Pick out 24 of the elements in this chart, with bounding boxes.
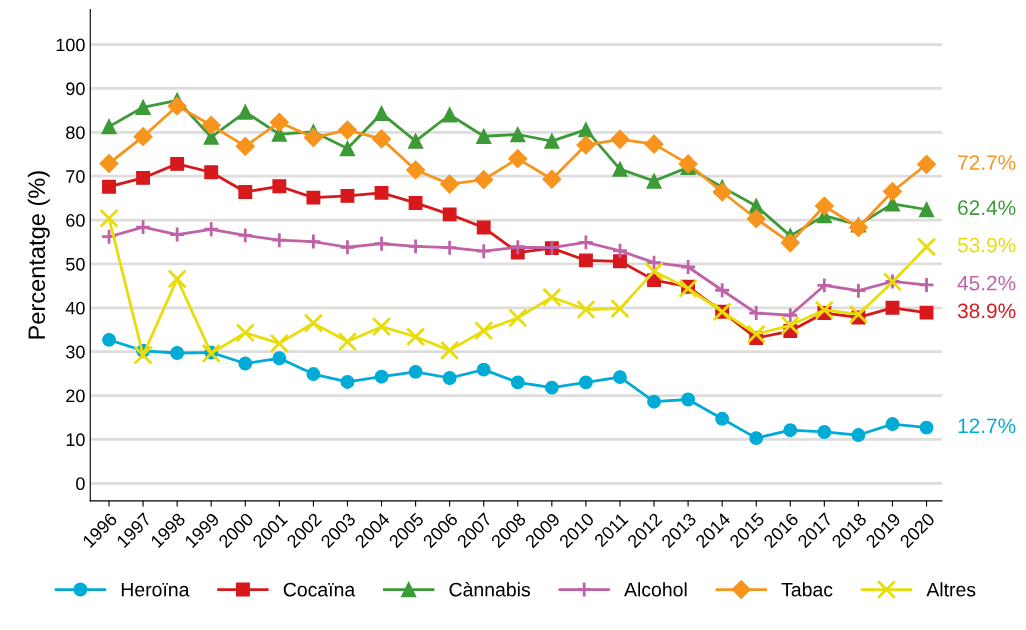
annotation: 72.7% [958, 155, 1016, 170]
y-tick-label: 90 [66, 82, 85, 96]
legend-label: Altres [926, 582, 976, 597]
legend-label: Cocaïna [283, 582, 356, 597]
y-tick-label: 80 [66, 126, 85, 140]
y-axis-title: Percentatge (%) [27, 171, 50, 339]
y-tick-label: 10 [66, 433, 85, 447]
annotation: 53.9% [957, 237, 1016, 253]
y-tick-label: 70 [66, 170, 85, 183]
y-tick-label: 30 [66, 345, 85, 359]
annotation: 62.4% [958, 200, 1016, 216]
legend-label: Alcohol [624, 582, 687, 597]
annotation: 45.2% [957, 275, 1016, 291]
y-tick-label: 100 [56, 38, 85, 52]
y-tick-label: 50 [66, 257, 85, 271]
y-tick-label: 0 [76, 477, 85, 491]
annotation: 12.7% [958, 418, 1016, 434]
legend-label: Cànnabis [449, 582, 530, 597]
y-tick-label: 60 [66, 213, 85, 227]
legend-label: Tabac [781, 582, 833, 597]
legend-label: Heroïna [121, 582, 190, 597]
y-tick-label: 40 [65, 301, 85, 315]
annotation: 38.9% [957, 303, 1016, 319]
y-tick-label: 20 [66, 389, 85, 403]
